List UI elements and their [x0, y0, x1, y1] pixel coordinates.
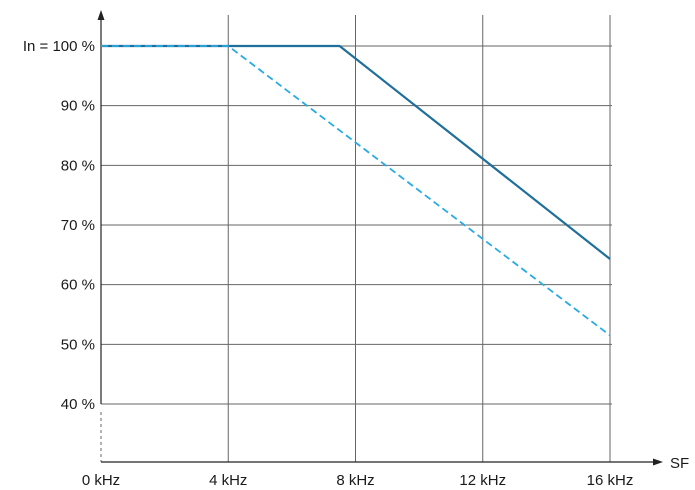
- y-tick-label: 60 %: [61, 277, 95, 294]
- tick-labels: 0 kHz 4 kHz 8 kHz 12 kHz 16 kHz In = 100 % 90 …: [23, 38, 633, 489]
- y-tick-label: 40 %: [61, 396, 95, 413]
- series-line-dashed: [101, 45, 611, 337]
- y-axis-arrow: [97, 10, 105, 20]
- series-group: [101, 44, 611, 337]
- x-tick-label: 4 kHz: [209, 472, 247, 489]
- y-tick-label: 70 %: [61, 217, 95, 234]
- y-tick-label: 80 %: [61, 157, 95, 174]
- x-tick-label: 12 kHz: [459, 472, 506, 489]
- x-axis-arrow: [653, 458, 663, 466]
- y-tick-label: 50 %: [61, 336, 95, 353]
- grid: [101, 15, 612, 462]
- x-axis-title: SF: [670, 455, 689, 472]
- x-tick-label: 8 kHz: [336, 472, 374, 489]
- x-tick-label: 0 kHz: [82, 472, 120, 489]
- y-tick-label: 90 %: [61, 98, 95, 115]
- x-tick-label: 16 kHz: [587, 472, 634, 489]
- y-tick-label: In = 100 %: [23, 38, 95, 55]
- axes: [97, 10, 663, 466]
